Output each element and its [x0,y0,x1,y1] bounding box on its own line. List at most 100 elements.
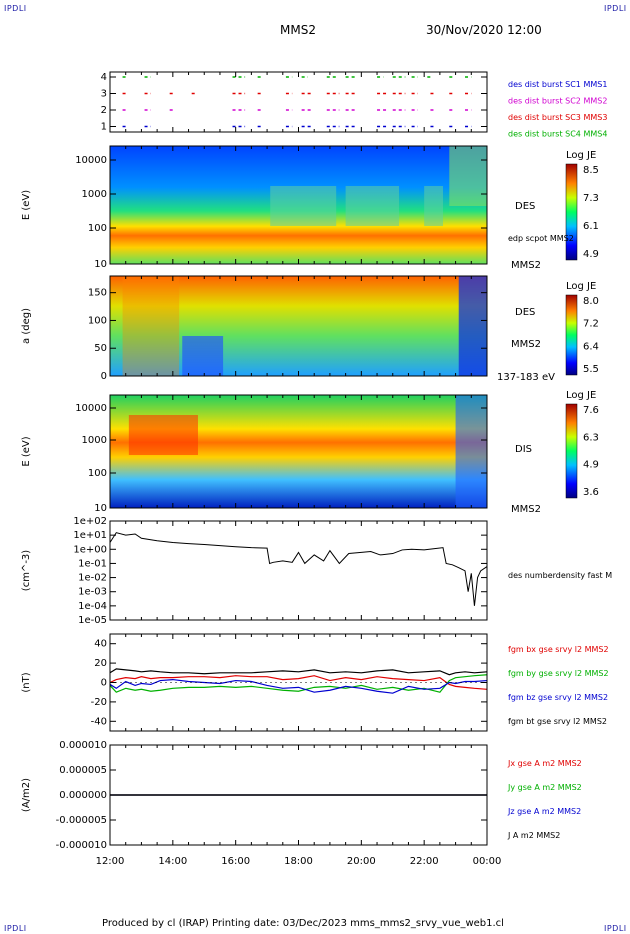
time-tick-label: 22:00 [410,856,439,867]
legend-entry: fgm bx gse srvy l2 MMS2 [508,645,609,654]
y-tick-label: -40 [91,716,107,727]
colorbar [565,294,578,376]
colorbar-tick-label: 5.5 [583,364,599,375]
y-tick-label: 1e+00 [73,544,107,555]
y-tick-label: 1e-01 [78,558,107,569]
y-tick-label: -0.000005 [56,815,107,826]
legend-entry: Jy gse A m2 MMS2 [507,783,582,792]
y-tick-label: 4 [101,72,107,83]
colorbar [565,403,578,499]
y-tick-label: 1000 [82,435,107,446]
legend-entry: des dist burst SC1 MMS1 [508,80,607,89]
y-tick-label: 0.000005 [59,765,107,776]
time-tick-label: 18:00 [284,856,313,867]
corner-label-top-right: IPDLI [604,4,627,13]
footer-credit: Produced by cl (IRAP) Printing date: 03/… [102,918,504,929]
legend-entry: fgm bt gse srvy l2 MMS2 [508,717,607,726]
y-tick-label: 1e-02 [78,573,107,584]
legend-entry: des dist burst SC3 MMS3 [508,113,607,122]
spectrogram-region [345,186,400,226]
bfield-line [109,668,488,676]
y-axis-label: (nT) [21,672,32,692]
instrument-label: DES [515,201,535,212]
colorbar-tick-label: 7.6 [583,405,599,416]
colorbar-tick-label: 8.0 [583,296,599,307]
bfield-line [109,678,488,694]
colorbar-title: Log JE [566,281,596,292]
des-pitch-spectrogram [110,276,487,376]
y-tick-label: 1 [101,122,107,133]
y-tick-label: 10000 [75,403,107,414]
y-tick-label: -20 [91,697,107,708]
y-tick-label: 40 [94,639,107,650]
overlay-label: edp scpot MMS2 [508,234,574,243]
spacecraft-title: MMS2 [280,23,316,37]
spectrogram-region [449,146,487,206]
spacecraft-label: MMS2 [511,260,541,271]
spacecraft-label: MMS2 [511,339,541,350]
corner-label-top-left: IPDLI [4,4,27,13]
energy-band-label: 137-183 eV [497,372,555,383]
spectrogram-region [270,186,337,226]
time-tick-label: 12:00 [96,856,125,867]
colorbar-title: Log JE [566,150,596,161]
y-tick-label: 100 [88,315,107,326]
y-tick-label: -0.000010 [56,840,107,851]
time-tick-label: 16:00 [221,856,250,867]
y-tick-label: 0 [101,678,107,689]
y-axis-label: a (deg) [21,308,32,344]
time-tick-label: 14:00 [158,856,187,867]
colorbar-tick-label: 4.9 [583,249,599,260]
y-tick-label: 2 [101,105,107,116]
legend-entry: des dist burst SC4 MMS4 [508,130,607,139]
time-tick-label: 00:00 [473,856,502,867]
spectrogram-region [182,336,224,376]
spectrogram-region [455,395,487,508]
colorbar [565,163,578,261]
y-tick-label: 0 [101,371,107,382]
y-tick-label: 50 [94,343,107,354]
y-tick-label: 10 [94,259,107,270]
colorbar-tick-label: 6.4 [583,341,599,352]
y-tick-label: 0.000000 [59,790,107,801]
bfield-line [109,674,488,693]
y-tick-label: 1e-04 [78,601,107,612]
y-tick-label: 1e+01 [73,530,107,541]
y-axis-label: E (eV) [21,436,32,466]
y-axis-label: (cm^-3) [21,550,32,591]
spacecraft-label: MMS2 [511,504,541,515]
colorbar-tick-label: 7.2 [583,319,599,330]
corner-label-bottom-right: IPDLI [604,924,627,933]
datetime-title: 30/Nov/2020 12:00 [426,23,542,37]
spectrogram-region [424,186,444,226]
legend-entry: fgm by gse srvy l2 MMS2 [508,669,609,678]
corner-label-bottom-left: IPDLI [4,924,27,933]
legend-entry: fgm bz gse srvy l2 MMS2 [508,693,608,702]
y-tick-label: 10000 [75,155,107,166]
panel-frame [109,520,488,621]
legend-entry: des numberdensity fast M [508,571,612,580]
colorbar-tick-label: 6.1 [583,221,599,232]
y-tick-label: 100 [88,468,107,479]
colorbar-tick-label: 3.6 [583,487,599,498]
instrument-label: DES [515,307,535,318]
y-tick-label: 3 [101,89,107,100]
y-tick-label: 1000 [82,189,107,200]
legend-entry: Jz gse A m2 MMS2 [507,807,581,816]
y-tick-label: 100 [88,223,107,234]
legend-entry: J A m2 MMS2 [507,831,560,840]
bfield-line [109,675,488,690]
colorbar-tick-label: 8.5 [583,165,599,176]
y-tick-label: 20 [94,658,107,669]
colorbar-tick-label: 4.9 [583,460,599,471]
y-tick-label: 1e-05 [78,615,107,626]
y-tick-label: 10 [94,503,107,514]
legend-entry: Jx gse A m2 MMS2 [507,759,582,768]
spectrogram-region [128,415,198,455]
spectrogram-region [458,276,487,376]
density-line [109,532,488,606]
y-axis-label: (A/m2) [21,778,32,812]
time-tick-label: 20:00 [347,856,376,867]
legend-entry: des dist burst SC2 MMS2 [508,97,607,106]
colorbar-tick-label: 7.3 [583,193,599,204]
